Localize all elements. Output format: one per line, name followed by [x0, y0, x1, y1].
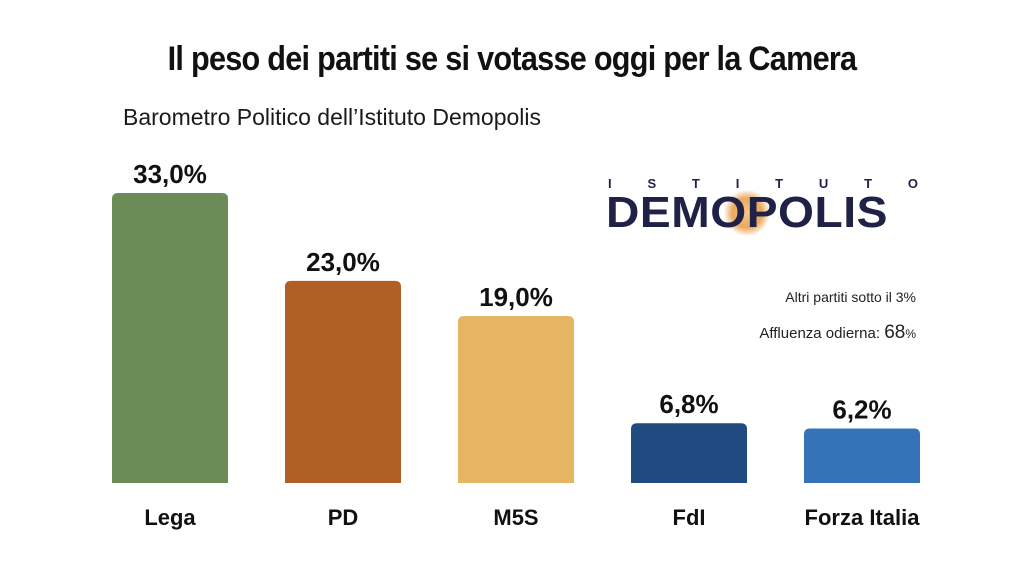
- logo-letter: I: [608, 176, 612, 191]
- logo-letter: O: [907, 176, 918, 191]
- logo-letter: U: [818, 176, 829, 191]
- bar-forza-italia: [804, 428, 920, 483]
- category-label: Lega: [144, 505, 196, 530]
- category-label: M5S: [493, 505, 538, 530]
- bar-value-label: 19,0%: [479, 282, 553, 312]
- demopolis-logo: I S T I T U T O DEMOPOLIS: [606, 176, 926, 237]
- bar-fdi: [631, 423, 747, 483]
- turnout-value: 68: [884, 322, 906, 343]
- logo-letter: T: [691, 176, 700, 191]
- bar-value-label: 6,8%: [659, 389, 718, 419]
- others-note: Altri partiti sotto il 3%: [785, 289, 916, 305]
- bar-value-label: 23,0%: [306, 247, 380, 277]
- category-label: FdI: [673, 505, 706, 530]
- bar-m5s: [458, 316, 574, 483]
- bar-lega: [112, 193, 228, 483]
- chart-subtitle: Barometro Politico dell’Istituto Demopol…: [123, 104, 542, 130]
- logo-letter: T: [864, 176, 873, 191]
- logo-main-text: DEMOPOLIS: [606, 188, 888, 237]
- logo-letter: I: [735, 176, 740, 191]
- logo-letter: T: [775, 176, 784, 191]
- bar-value-label: 33,0%: [133, 159, 207, 189]
- bar-pd: [285, 280, 401, 483]
- turnout-label: Affluenza odierna:: [759, 325, 881, 342]
- category-label: PD: [328, 505, 359, 530]
- turnout-unit: %: [905, 327, 916, 341]
- category-label: Forza Italia: [805, 505, 921, 530]
- logo-letter: S: [647, 176, 657, 191]
- turnout-note: Affluenza odierna: 68%: [759, 322, 916, 344]
- logo-glow: [724, 190, 770, 236]
- chart-title: Il peso dei partiti se si votasse oggi p…: [167, 40, 857, 78]
- bar-value-label: 6,2%: [832, 395, 891, 425]
